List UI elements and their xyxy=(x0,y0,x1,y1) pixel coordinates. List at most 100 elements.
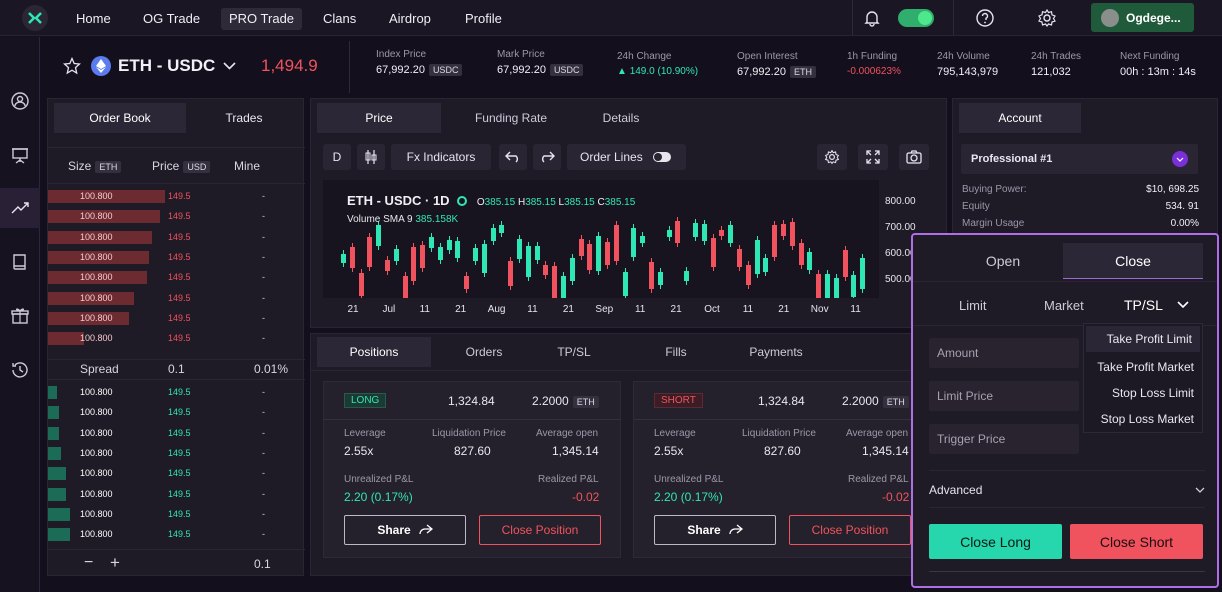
option-take-profit-market[interactable]: Take Profit Market xyxy=(1097,360,1194,374)
history-icon[interactable] xyxy=(10,360,30,380)
order-price: 149.5 xyxy=(168,231,191,242)
undo-icon[interactable] xyxy=(499,144,527,170)
order-mine: - xyxy=(262,191,265,201)
user-circle-icon[interactable] xyxy=(10,91,30,111)
bid-row[interactable]: 100.800 149.5 - xyxy=(48,464,303,482)
tab-fills[interactable]: Fills xyxy=(665,345,687,359)
bell-icon[interactable] xyxy=(862,8,882,28)
gift-icon[interactable] xyxy=(10,306,30,326)
tab-trades[interactable]: Trades xyxy=(225,111,263,125)
spread-pct: 0.01% xyxy=(254,362,289,376)
price-chart[interactable]: ETH - USDC · 1D O385.15 H385.15 L385.15 … xyxy=(323,180,879,298)
order-book-panel: Order Book Trades Size ETH Price USD Mine … xyxy=(47,98,305,576)
option-stop-loss-market[interactable]: Stop Loss Market xyxy=(1100,412,1194,426)
bid-row[interactable]: 100.800 149.5 - xyxy=(48,424,303,442)
pair-selector[interactable]: ETH - USDC xyxy=(118,56,236,76)
candle-body xyxy=(481,244,487,273)
trigger-price-input[interactable]: Trigger Price xyxy=(929,424,1079,454)
tab-open[interactable]: Open xyxy=(985,253,1021,269)
tab-tpsl[interactable]: TP/SL xyxy=(557,345,591,359)
nav-pro-trade[interactable]: PRO Trade xyxy=(221,8,303,30)
x-tick-label: Sep xyxy=(595,304,614,315)
candle-body xyxy=(710,237,716,268)
ask-row[interactable]: 100.800 149.5 - xyxy=(48,329,303,347)
order-size: 100.800 xyxy=(80,312,113,323)
camera-icon[interactable] xyxy=(899,144,929,170)
candle-type-icon[interactable] xyxy=(357,144,385,170)
nav-clans[interactable]: Clans xyxy=(323,11,357,26)
tab-order-book[interactable]: Order Book xyxy=(54,103,186,133)
order-size: 100.800 xyxy=(80,508,113,519)
candle-body xyxy=(737,248,742,268)
depth-bar xyxy=(48,311,129,325)
bid-row[interactable]: 100.800 149.5 - xyxy=(48,403,303,421)
ask-row[interactable]: 100.800 149.5 - xyxy=(48,309,303,327)
candle-body xyxy=(393,249,399,261)
tab-positions[interactable]: Positions xyxy=(317,337,431,367)
share-button[interactable]: Share xyxy=(654,515,776,545)
share-button[interactable]: Share xyxy=(344,515,466,545)
nav-profile[interactable]: Profile xyxy=(465,11,502,26)
account-selector[interactable]: Professional #1 xyxy=(961,144,1198,174)
order-lines-toggle[interactable]: Order Lines xyxy=(567,144,686,170)
tpsl-dropdown: Take Profit Limit Take Profit Market Sto… xyxy=(1083,323,1203,433)
candle-body xyxy=(490,228,496,241)
x-tick-label: 21 xyxy=(455,304,467,315)
ask-row[interactable]: 100.800 149.5 - xyxy=(48,207,303,225)
tab-close[interactable]: Close xyxy=(1063,243,1203,279)
theme-toggle[interactable] xyxy=(898,9,934,27)
amount-input[interactable]: Amount xyxy=(929,338,1079,368)
tab-payments[interactable]: Payments xyxy=(749,345,803,359)
volume-label: Volume SMA 9 385.158K xyxy=(347,214,459,225)
close-position-button[interactable]: Close Position xyxy=(789,515,911,545)
tab-details[interactable]: Details xyxy=(602,111,640,125)
tab-account[interactable]: Account xyxy=(959,103,1081,133)
help-icon[interactable] xyxy=(975,8,995,28)
close-long-button[interactable]: Close Long xyxy=(929,524,1062,559)
close-short-button[interactable]: Close Short xyxy=(1070,524,1203,559)
bid-row[interactable]: 100.800 149.5 - xyxy=(48,525,303,543)
user-menu-button[interactable]: Ogdege... xyxy=(1091,3,1194,32)
ask-row[interactable]: 100.800 149.5 - xyxy=(48,268,303,286)
fullscreen-icon[interactable] xyxy=(858,144,888,170)
depth-bar xyxy=(48,190,165,203)
ask-row[interactable]: 100.800 149.5 - xyxy=(48,228,303,246)
trending-up-icon[interactable] xyxy=(10,198,30,218)
star-icon[interactable] xyxy=(62,56,82,78)
presentation-icon[interactable] xyxy=(10,146,30,166)
bid-row[interactable]: 100.800 149.5 - xyxy=(48,383,303,401)
order-type-market[interactable]: Market xyxy=(1044,298,1084,313)
grouping-value: 0.1 xyxy=(254,557,271,571)
bid-row[interactable]: 100.800 149.5 - xyxy=(48,444,303,462)
candle-body xyxy=(763,258,769,273)
settings-icon[interactable] xyxy=(1037,8,1057,28)
tab-funding-rate[interactable]: Funding Rate xyxy=(474,111,548,125)
trade-panel: Open Close Limit Market TP/SL Amount Lim… xyxy=(911,233,1219,588)
limit-price-input[interactable]: Limit Price xyxy=(929,381,1079,411)
timeframe-button[interactable]: D xyxy=(323,144,351,170)
app-logo[interactable] xyxy=(22,5,48,31)
indicators-button[interactable]: Fx Indicators xyxy=(391,144,491,170)
ask-row[interactable]: 100.800 149.5 - xyxy=(48,187,303,205)
chart-settings-icon[interactable] xyxy=(817,144,847,170)
close-position-button[interactable]: Close Position xyxy=(479,515,601,545)
bid-row[interactable]: 100.800 149.5 - xyxy=(48,485,303,503)
redo-icon[interactable] xyxy=(533,144,561,170)
plus-icon[interactable]: + xyxy=(110,553,120,572)
ask-row[interactable]: 100.800 149.5 - xyxy=(48,289,303,307)
tab-price[interactable]: Price xyxy=(317,103,441,133)
order-type-tpsl[interactable]: TP/SL xyxy=(1124,297,1189,313)
nav-og-trade[interactable]: OG Trade xyxy=(143,11,201,26)
book-icon[interactable] xyxy=(10,252,30,272)
nav-airdrop[interactable]: Airdrop xyxy=(389,11,431,26)
ask-row[interactable]: 100.800 149.5 - xyxy=(48,248,303,266)
nav-home[interactable]: Home xyxy=(76,11,111,26)
advanced-toggle[interactable]: Advanced xyxy=(929,483,1205,497)
option-take-profit-limit[interactable]: Take Profit Limit xyxy=(1086,326,1200,352)
side-badge: SHORT xyxy=(654,393,703,408)
bid-row[interactable]: 100.800 149.5 - xyxy=(48,505,303,523)
option-stop-loss-limit[interactable]: Stop Loss Limit xyxy=(1111,386,1194,400)
tab-orders[interactable]: Orders xyxy=(465,345,503,359)
order-type-limit[interactable]: Limit xyxy=(959,298,987,313)
minus-icon[interactable]: − xyxy=(84,554,94,571)
